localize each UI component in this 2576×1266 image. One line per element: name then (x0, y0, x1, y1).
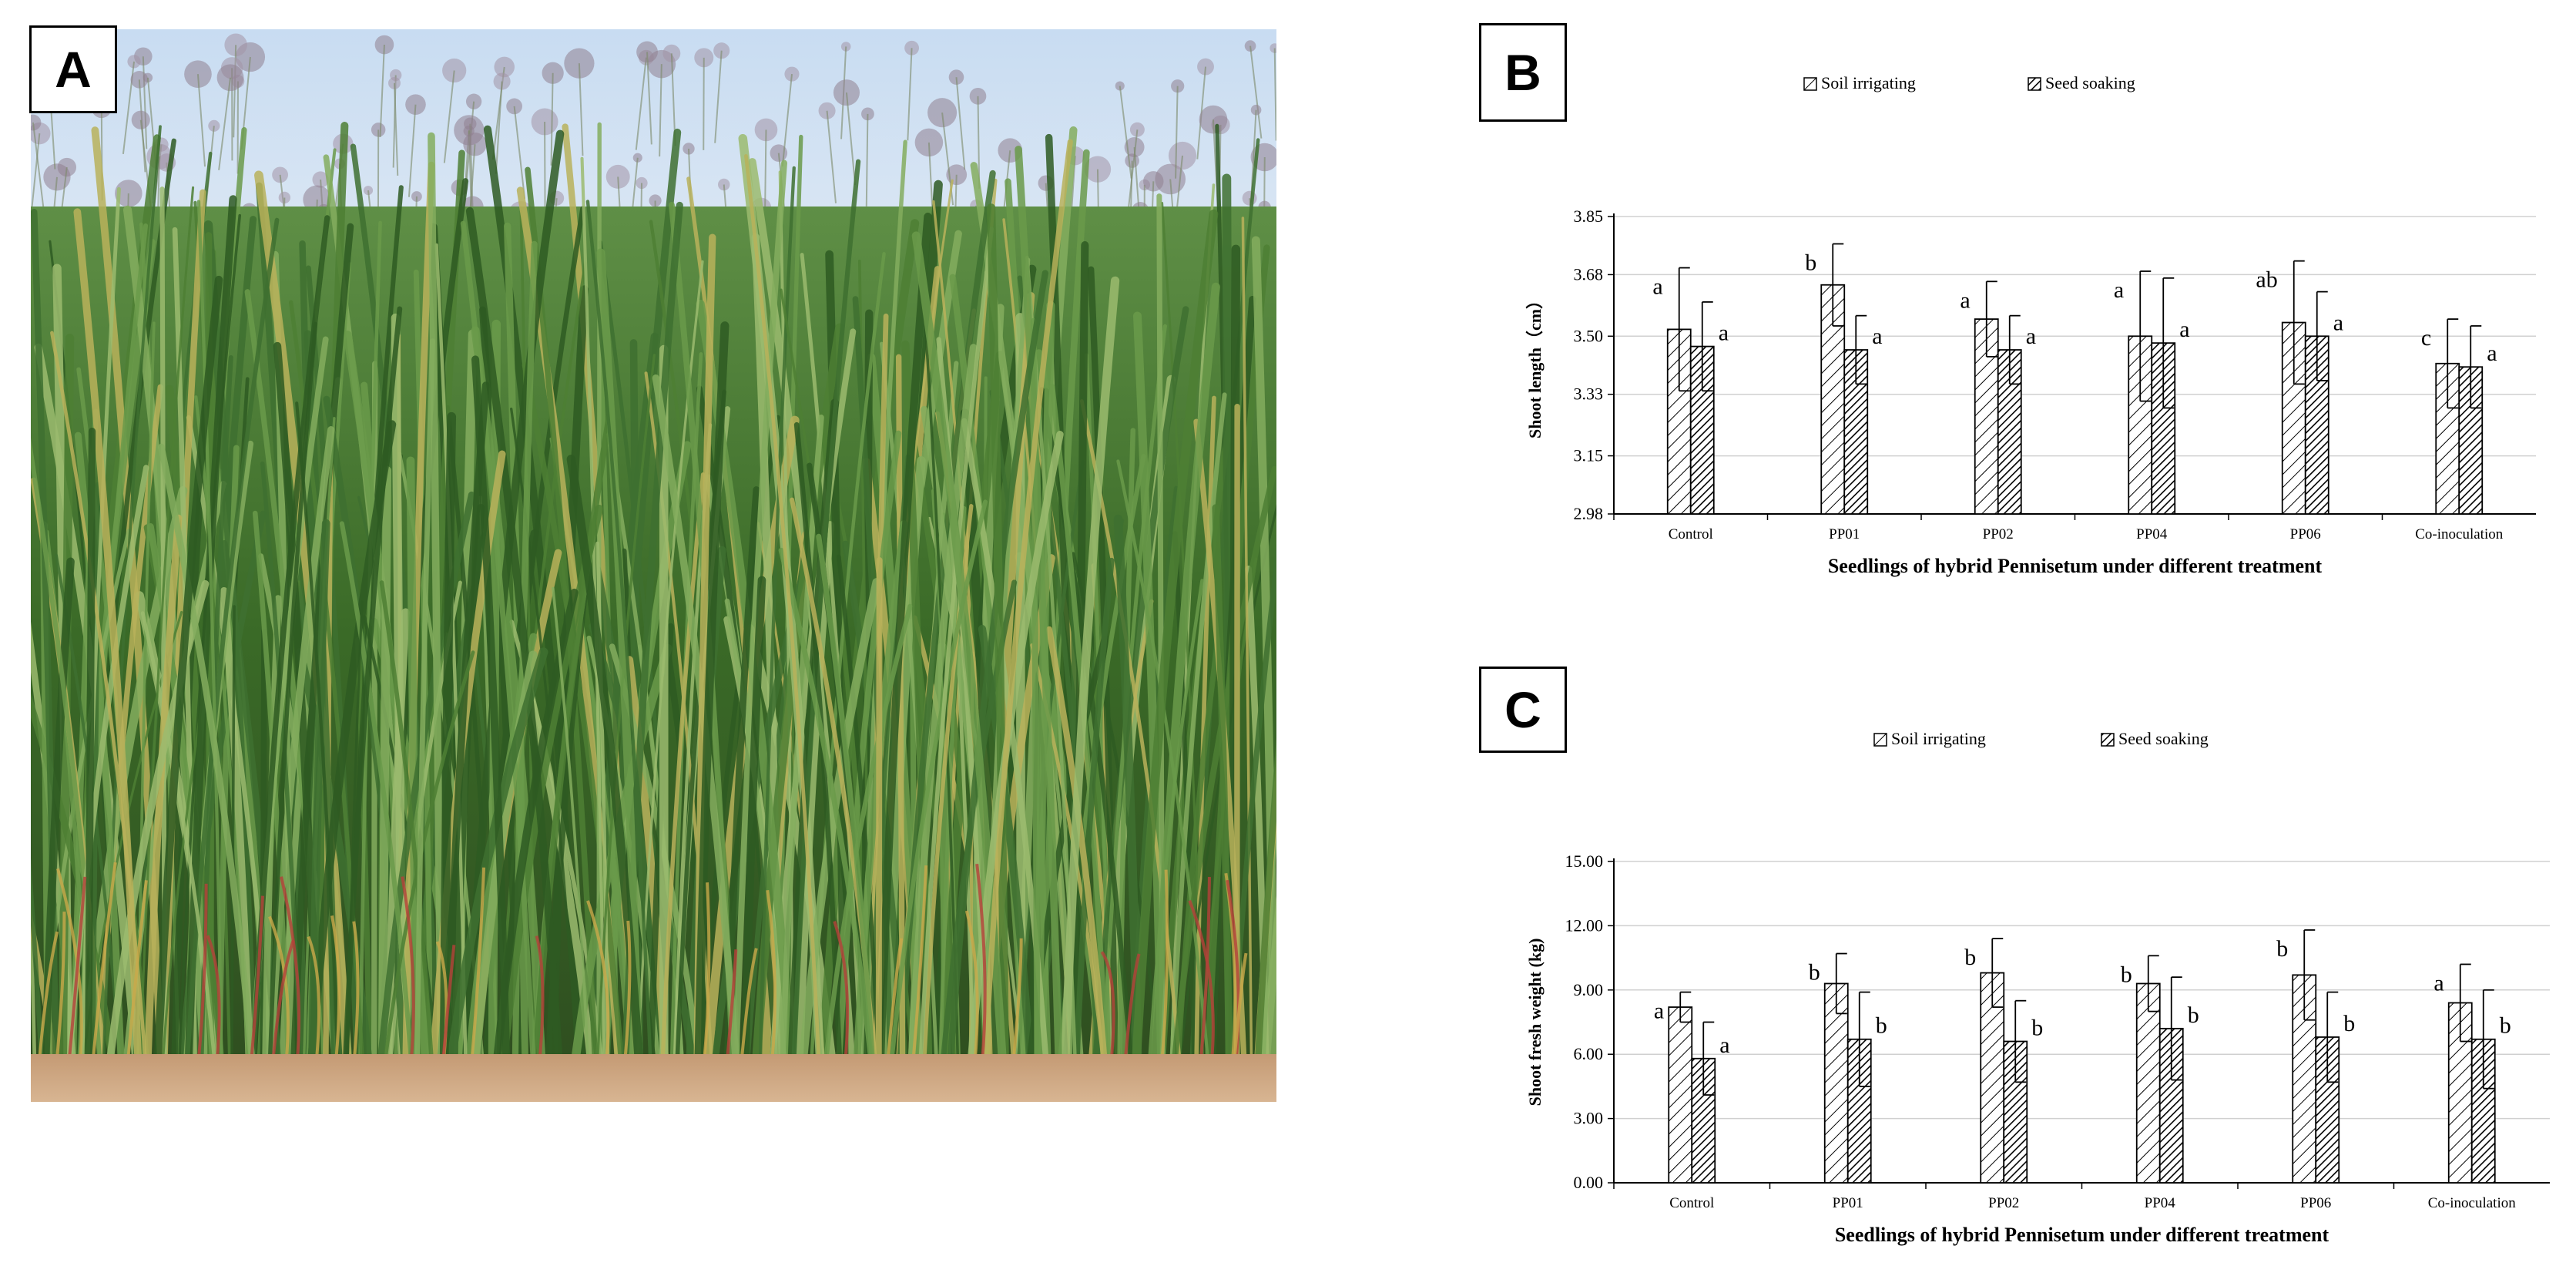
chart-b-significance-label: a (2487, 341, 2497, 366)
chart-b-ytick-label: 3.15 (1574, 446, 1604, 465)
chart-b-significance-label: a (2114, 277, 2124, 303)
chart-c-bar-soil-irrigating (1823, 982, 1849, 1184)
chart-c-legend-swatch-2 (2101, 733, 2115, 747)
chart-b-ytick-label: 2.98 (1574, 504, 1604, 523)
chart-b-significance-label: c (2421, 325, 2431, 351)
chart-c-significance-label: b (2500, 1013, 2511, 1039)
chart-b-significance-label: a (1872, 324, 1882, 349)
chart-b-legend-swatch-1 (1803, 77, 1817, 91)
chart-c-category-label: PP04 (2145, 1195, 2176, 1211)
chart-b-category-label: PP02 (1983, 526, 2014, 542)
chart-b-significance-label: a (2026, 324, 2036, 349)
chart-c-ytick-label: 0.00 (1574, 1173, 1604, 1192)
chart-b-ytick-label: 3.85 (1574, 207, 1604, 226)
chart-b-significance-label: a (1652, 274, 1662, 300)
shoot-length-chart: Soil irrigating Seed soaking 2.98 3.15 3.33 3… (1494, 46, 2558, 586)
chart-c-category-label: PP01 (1833, 1195, 1863, 1211)
chart-b-legend-label-1: Soil irrigating (1821, 73, 1916, 92)
chart-c-significance-label: a (1719, 1033, 1729, 1058)
chart-b-ytick-label: 3.68 (1574, 264, 1604, 284)
chart-b-legend-swatch-2 (2028, 77, 2041, 91)
chart-c-svg: Soil irrigating Seed soaking 0.00 3.00 6.00 9… (1525, 729, 2550, 1246)
grass-blades (31, 122, 1276, 1066)
chart-c-ytick-label: 6.00 (1574, 1044, 1604, 1063)
chart-b-legend-label-2: Seed soaking (2045, 73, 2135, 92)
chart-c-significance-label: b (2121, 962, 2132, 987)
panel-b-label: B (1479, 23, 1567, 122)
chart-b-svg: Soil irrigating Seed soaking 2.98 3.15 3.33 3… (1525, 73, 2536, 577)
chart-b-category-label: PP01 (1829, 526, 1860, 542)
chart-c-ytick-label: 9.00 (1574, 980, 1604, 999)
chart-b-category-label: PP06 (2290, 526, 2321, 542)
chart-b-ytick-label: 3.33 (1574, 385, 1604, 404)
chart-b-category-label: Control (1669, 526, 1713, 542)
chart-c-significance-label: b (2031, 1016, 2043, 1041)
chart-c-significance-label: a (1654, 999, 1664, 1024)
chart-c-significance-label: b (1809, 960, 1820, 986)
chart-c-significance-label: b (2276, 936, 2288, 962)
chart-c-ytick-label: 15.00 (1565, 851, 1604, 871)
chart-c-category-label: PP02 (1988, 1195, 2019, 1211)
chart-c-significance-label: b (2343, 1011, 2355, 1036)
chart-b-significance-label: a (2333, 310, 2343, 335)
chart-b-ytick-label: 3.50 (1574, 326, 1604, 345)
chart-c-category-label: Control (1669, 1195, 1714, 1211)
chart-c-y-axis-title: Shoot fresh weight (kg) (1525, 939, 1545, 1106)
chart-b-x-axis-title: Seedlings of hybrid Pennisetum under dif… (1828, 555, 2323, 577)
chart-c-significance-label: a (2433, 970, 2444, 996)
chart-b-significance-label: a (1960, 287, 1970, 313)
shoot-fresh-weight-chart: Soil irrigating Seed soaking 0.00 3.00 6.00 9… (1494, 693, 2558, 1248)
soil (31, 1054, 1276, 1102)
chart-b-y-axis-title: Shoot length（cm） (1525, 292, 1545, 438)
chart-c-legend-swatch-1 (1873, 733, 1887, 747)
chart-b-bar-seed-soaking (1689, 345, 1715, 515)
chart-c-legend-label-1: Soil irrigating (1891, 729, 1986, 748)
chart-c-significance-label: b (1876, 1013, 1887, 1039)
grass-photo-image (31, 29, 1276, 1102)
chart-c-ytick-label: 3.00 (1574, 1109, 1604, 1128)
chart-b-category-label: PP04 (2136, 526, 2168, 542)
chart-c-significance-label: b (1964, 945, 1976, 970)
chart-b-significance-label: ab (2256, 267, 2277, 293)
chart-b-category-label: Co-inoculation (2415, 526, 2503, 542)
chart-b-significance-label: a (2179, 317, 2189, 342)
chart-b-significance-label: a (1719, 321, 1729, 346)
chart-c-x-axis-title: Seedlings of hybrid Pennisetum under dif… (1835, 1224, 2329, 1246)
chart-c-category-label: Co-inoculation (2428, 1195, 2516, 1211)
chart-c-significance-label: b (2188, 1002, 2199, 1028)
chart-c-ytick-label: 12.00 (1565, 915, 1604, 935)
chart-c-category-label: PP06 (2300, 1195, 2331, 1211)
chart-c-bar-soil-irrigating (2135, 982, 2161, 1184)
chart-c-bar-soil-irrigating (1668, 1006, 1693, 1184)
grass-photo (31, 29, 1276, 1102)
chart-c-legend-label-2: Seed soaking (2118, 729, 2209, 748)
panel-c-label: C (1479, 667, 1567, 753)
panel-a-label: A (29, 25, 117, 113)
chart-b-significance-label: b (1805, 250, 1816, 275)
